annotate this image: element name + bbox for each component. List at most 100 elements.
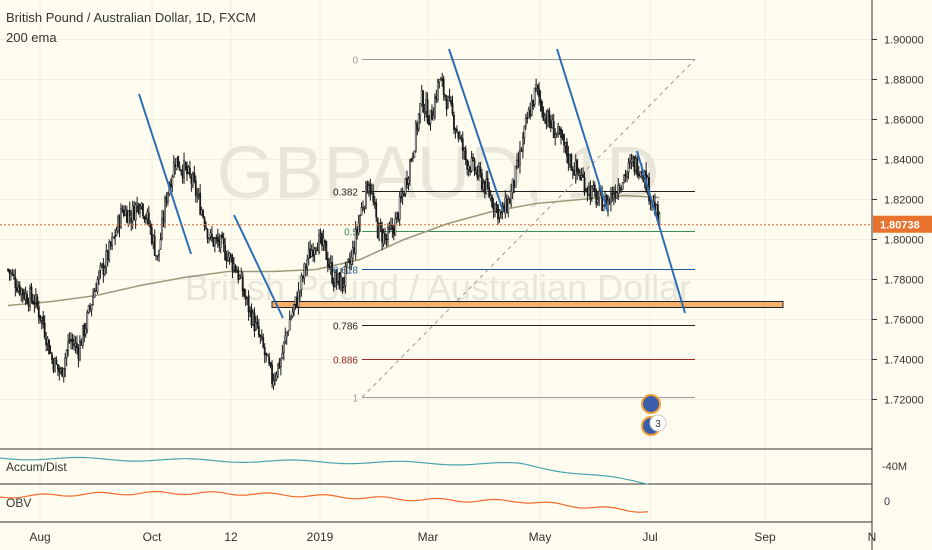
obv-series <box>0 490 649 513</box>
candle-body <box>326 258 329 267</box>
candle-body <box>637 174 640 177</box>
candle-body <box>284 335 287 342</box>
candle-body <box>340 276 342 291</box>
candle-body <box>288 318 291 331</box>
candle-body <box>571 169 574 171</box>
candle-body <box>448 96 451 99</box>
candle-body <box>475 169 477 173</box>
candle-body <box>227 255 229 262</box>
candle-body <box>392 228 395 235</box>
candle-body <box>658 213 661 224</box>
support-zone-box[interactable] <box>271 301 784 308</box>
trend-line[interactable] <box>556 48 609 213</box>
candle-body <box>551 119 554 129</box>
candle-body <box>153 235 156 256</box>
candle-body <box>140 202 143 207</box>
y-tick-label: 1.76000 <box>884 315 924 327</box>
candle-body <box>265 352 268 356</box>
candle-body <box>249 307 251 311</box>
time-axis[interactable]: Aug Oct 12 2019 Mar May Jul Sep N <box>29 530 876 544</box>
candle-body <box>630 159 633 163</box>
candle-body <box>536 85 539 89</box>
candle-body <box>460 137 463 140</box>
candle-body <box>125 209 128 223</box>
candle-body <box>567 154 570 164</box>
candle-body <box>118 217 121 229</box>
candle-body <box>513 180 516 187</box>
candle-body <box>385 237 388 241</box>
candle-body <box>510 190 513 205</box>
candle-body <box>626 171 628 178</box>
candle-body <box>86 312 89 330</box>
candle-body <box>580 175 583 178</box>
trend-line[interactable] <box>233 214 284 319</box>
price-axis-background[interactable] <box>872 0 932 550</box>
candle-body <box>186 166 188 175</box>
candle-body <box>93 291 96 298</box>
candle-body <box>627 162 630 173</box>
candle-body <box>279 359 282 367</box>
candle-body <box>231 257 234 271</box>
candle-body <box>81 325 84 346</box>
candle-body <box>49 352 52 355</box>
candle-body <box>453 114 455 130</box>
event-badges[interactable]: 3 <box>641 394 667 436</box>
candle-body <box>500 211 502 214</box>
candle-body <box>37 306 40 318</box>
candle-body <box>520 150 523 153</box>
trend-lines[interactable] <box>138 48 686 319</box>
support-zone[interactable] <box>271 301 784 308</box>
candle-body <box>428 120 430 125</box>
event-count-badge[interactable] <box>649 414 667 432</box>
candle-body <box>238 276 241 279</box>
flag-icon[interactable] <box>641 394 661 414</box>
candle-body <box>181 170 184 178</box>
fib-trend-line[interactable] <box>361 59 696 398</box>
candle-body <box>103 267 106 276</box>
candle-body <box>489 195 492 199</box>
candlestick-series <box>7 72 661 390</box>
accum-dist-series <box>0 456 649 485</box>
candle-body <box>432 115 435 121</box>
chart-title: British Pound / Australian Dollar, 1D, F… <box>6 10 256 25</box>
candle-body <box>137 203 140 213</box>
candle-body <box>68 339 71 342</box>
candle-body <box>92 296 94 305</box>
candle-body <box>618 187 621 190</box>
candle-body <box>259 334 262 338</box>
candle-body <box>370 191 373 194</box>
candle-body <box>27 303 30 307</box>
candle-body <box>17 286 20 292</box>
candle-body <box>461 138 464 151</box>
candle-body <box>296 297 298 308</box>
candle-body <box>83 324 86 337</box>
candle-body <box>307 248 310 259</box>
candle-body <box>316 248 319 252</box>
trend-line[interactable] <box>138 93 192 255</box>
trend-line[interactable] <box>448 48 504 212</box>
candle-body <box>416 123 419 130</box>
candle-body <box>46 337 49 344</box>
candle-body <box>588 186 590 196</box>
candle-body <box>419 103 422 117</box>
candle-body <box>250 308 253 326</box>
obv-panel-title: OBV <box>6 496 31 510</box>
candle-body <box>479 167 482 174</box>
candle-body <box>413 150 416 158</box>
candle-body <box>425 99 427 112</box>
candle-body <box>353 247 356 253</box>
candle-body <box>532 99 535 107</box>
candle-body <box>522 137 524 151</box>
candle-body <box>456 128 458 132</box>
candle-body <box>549 121 552 128</box>
trend-line[interactable] <box>636 150 686 314</box>
candle-body <box>12 274 15 277</box>
price-axis[interactable]: 1.90000 1.88000 1.86000 1.84000 1.82000 1.800… <box>872 35 924 407</box>
candle-body <box>538 88 540 98</box>
candle-body <box>102 262 105 275</box>
candle-body <box>334 272 337 288</box>
candle-body <box>263 347 266 356</box>
candle-body <box>180 169 183 172</box>
candle-body <box>363 206 366 209</box>
